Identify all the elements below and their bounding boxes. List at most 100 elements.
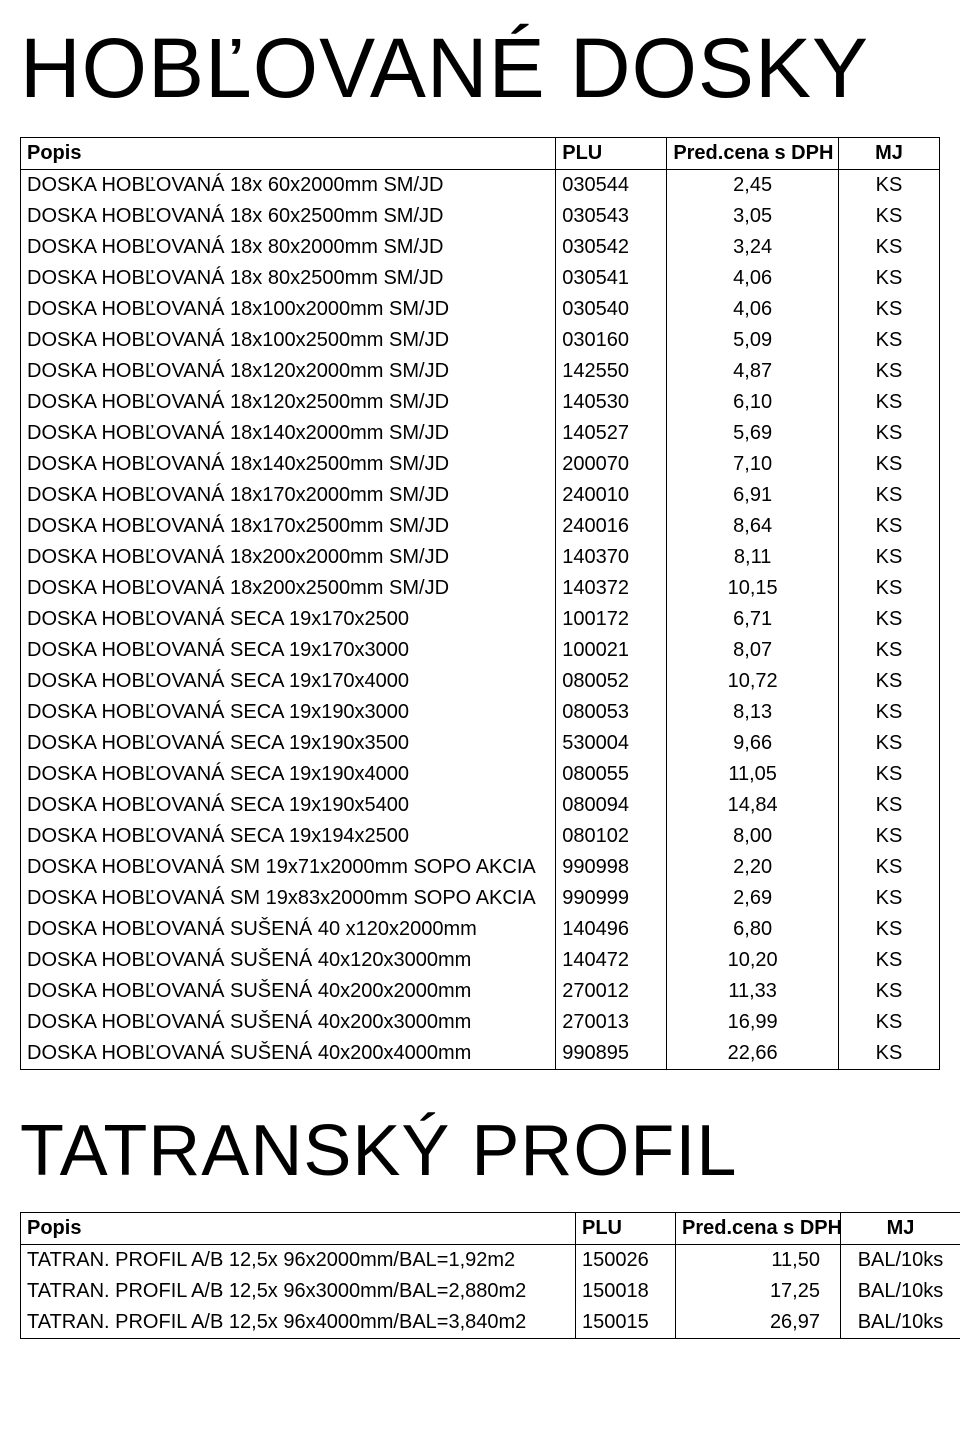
cell-unit: KS: [838, 449, 939, 480]
cell-price: 10,15: [667, 573, 839, 604]
cell-desc: DOSKA HOBĽOVANÁ SECA 19x194x2500: [21, 821, 556, 852]
cell-price: 26,97: [676, 1307, 841, 1339]
cell-plu: 100172: [556, 604, 667, 635]
cell-price: 2,69: [667, 883, 839, 914]
cell-unit: KS: [838, 201, 939, 232]
table-row: DOSKA HOBĽOVANÁ SM 19x83x2000mm SOPO AKC…: [21, 883, 940, 914]
cell-unit: KS: [838, 387, 939, 418]
cell-unit: KS: [838, 511, 939, 542]
cell-price: 8,13: [667, 697, 839, 728]
cell-unit: KS: [838, 325, 939, 356]
products-table-1: Popis PLU Pred.cena s DPH MJ DOSKA HOBĽO…: [20, 137, 940, 1070]
cell-price: 11,33: [667, 976, 839, 1007]
cell-unit: KS: [838, 852, 939, 883]
table-row: DOSKA HOBĽOVANÁ SECA 19x190x35005300049,…: [21, 728, 940, 759]
cell-desc: DOSKA HOBĽOVANÁ 18x120x2000mm SM/JD: [21, 356, 556, 387]
cell-desc: DOSKA HOBĽOVANÁ 18x 80x2000mm SM/JD: [21, 232, 556, 263]
cell-unit: KS: [838, 666, 939, 697]
col-header-unit: MJ: [841, 1213, 960, 1245]
cell-desc: DOSKA HOBĽOVANÁ 18x140x2000mm SM/JD: [21, 418, 556, 449]
cell-plu: 140372: [556, 573, 667, 604]
cell-price: 10,20: [667, 945, 839, 976]
table-row: DOSKA HOBĽOVANÁ 18x200x2500mm SM/JD14037…: [21, 573, 940, 604]
cell-plu: 140527: [556, 418, 667, 449]
col-header-desc: Popis: [21, 138, 556, 170]
table-row: DOSKA HOBĽOVANÁ 18x 80x2500mm SM/JD03054…: [21, 263, 940, 294]
cell-unit: KS: [838, 232, 939, 263]
cell-price: 22,66: [667, 1038, 839, 1070]
cell-plu: 080094: [556, 790, 667, 821]
cell-desc: DOSKA HOBĽOVANÁ 18x 60x2000mm SM/JD: [21, 170, 556, 202]
table-row: DOSKA HOBĽOVANÁ 18x100x2000mm SM/JD03054…: [21, 294, 940, 325]
cell-price: 8,11: [667, 542, 839, 573]
cell-desc: TATRAN. PROFIL A/B 12,5x 96x4000mm/BAL=3…: [21, 1307, 576, 1339]
table-row: DOSKA HOBĽOVANÁ 18x140x2500mm SM/JD20007…: [21, 449, 940, 480]
cell-unit: KS: [838, 418, 939, 449]
cell-plu: 100021: [556, 635, 667, 666]
cell-unit: KS: [838, 170, 939, 202]
cell-plu: 080102: [556, 821, 667, 852]
table-row: DOSKA HOBĽOVANÁ SECA 19x170x30001000218,…: [21, 635, 940, 666]
cell-price: 6,80: [667, 914, 839, 945]
cell-unit: KS: [838, 1007, 939, 1038]
cell-price: 8,00: [667, 821, 839, 852]
cell-unit: KS: [838, 604, 939, 635]
table-row: TATRAN. PROFIL A/B 12,5x 96x4000mm/BAL=3…: [21, 1307, 960, 1339]
col-header-plu: PLU: [576, 1213, 676, 1245]
cell-unit: BAL/10ks: [841, 1307, 960, 1339]
cell-desc: DOSKA HOBĽOVANÁ SUŠENÁ 40x200x3000mm: [21, 1007, 556, 1038]
cell-desc: DOSKA HOBĽOVANÁ 18x200x2000mm SM/JD: [21, 542, 556, 573]
cell-price: 9,66: [667, 728, 839, 759]
cell-plu: 240010: [556, 480, 667, 511]
cell-price: 16,99: [667, 1007, 839, 1038]
cell-price: 8,64: [667, 511, 839, 542]
cell-unit: KS: [838, 728, 939, 759]
cell-unit: KS: [838, 294, 939, 325]
col-header-desc: Popis: [21, 1213, 576, 1245]
col-header-price: Pred.cena s DPH: [667, 138, 839, 170]
table-row: DOSKA HOBĽOVANÁ 18x120x2500mm SM/JD14053…: [21, 387, 940, 418]
cell-desc: DOSKA HOBĽOVANÁ 18x140x2500mm SM/JD: [21, 449, 556, 480]
cell-plu: 990999: [556, 883, 667, 914]
table-row: DOSKA HOBĽOVANÁ SUŠENÁ 40 x120x2000mm140…: [21, 914, 940, 945]
cell-desc: DOSKA HOBĽOVANÁ SECA 19x170x3000: [21, 635, 556, 666]
cell-price: 17,25: [676, 1276, 841, 1307]
table-row: TATRAN. PROFIL A/B 12,5x 96x2000mm/BAL=1…: [21, 1245, 960, 1277]
cell-price: 6,71: [667, 604, 839, 635]
table-row: DOSKA HOBĽOVANÁ 18x120x2000mm SM/JD14255…: [21, 356, 940, 387]
cell-unit: KS: [838, 542, 939, 573]
cell-plu: 530004: [556, 728, 667, 759]
cell-plu: 240016: [556, 511, 667, 542]
cell-plu: 080053: [556, 697, 667, 728]
cell-price: 11,05: [667, 759, 839, 790]
cell-desc: DOSKA HOBĽOVANÁ SM 19x71x2000mm SOPO AKC…: [21, 852, 556, 883]
cell-desc: DOSKA HOBĽOVANÁ 18x120x2500mm SM/JD: [21, 387, 556, 418]
cell-price: 2,20: [667, 852, 839, 883]
table-header: Popis PLU Pred.cena s DPH MJ: [21, 1213, 960, 1245]
cell-unit: KS: [838, 914, 939, 945]
cell-desc: DOSKA HOBĽOVANÁ SUŠENÁ 40x200x2000mm: [21, 976, 556, 1007]
cell-unit: KS: [838, 821, 939, 852]
table-row: DOSKA HOBĽOVANÁ 18x140x2000mm SM/JD14052…: [21, 418, 940, 449]
cell-unit: KS: [838, 573, 939, 604]
cell-unit: BAL/10ks: [841, 1276, 960, 1307]
page-title-1: HOBĽOVANÉ DOSKY: [20, 20, 940, 117]
table-row: DOSKA HOBĽOVANÁ 18x 60x2000mm SM/JD03054…: [21, 170, 940, 202]
cell-desc: DOSKA HOBĽOVANÁ SUŠENÁ 40x120x3000mm: [21, 945, 556, 976]
col-header-price: Pred.cena s DPH: [676, 1213, 841, 1245]
cell-plu: 030160: [556, 325, 667, 356]
cell-plu: 150026: [576, 1245, 676, 1277]
table-row: DOSKA HOBĽOVANÁ 18x 60x2500mm SM/JD03054…: [21, 201, 940, 232]
cell-plu: 140496: [556, 914, 667, 945]
cell-desc: DOSKA HOBĽOVANÁ 18x100x2500mm SM/JD: [21, 325, 556, 356]
table-row: DOSKA HOBĽOVANÁ SM 19x71x2000mm SOPO AKC…: [21, 852, 940, 883]
cell-plu: 200070: [556, 449, 667, 480]
cell-unit: KS: [838, 945, 939, 976]
cell-plu: 990998: [556, 852, 667, 883]
col-header-plu: PLU: [556, 138, 667, 170]
table-row: DOSKA HOBĽOVANÁ 18x170x2500mm SM/JD24001…: [21, 511, 940, 542]
cell-unit: KS: [838, 697, 939, 728]
table-row: DOSKA HOBĽOVANÁ 18x 80x2000mm SM/JD03054…: [21, 232, 940, 263]
cell-price: 4,87: [667, 356, 839, 387]
table-row: DOSKA HOBĽOVANÁ SECA 19x170x400008005210…: [21, 666, 940, 697]
